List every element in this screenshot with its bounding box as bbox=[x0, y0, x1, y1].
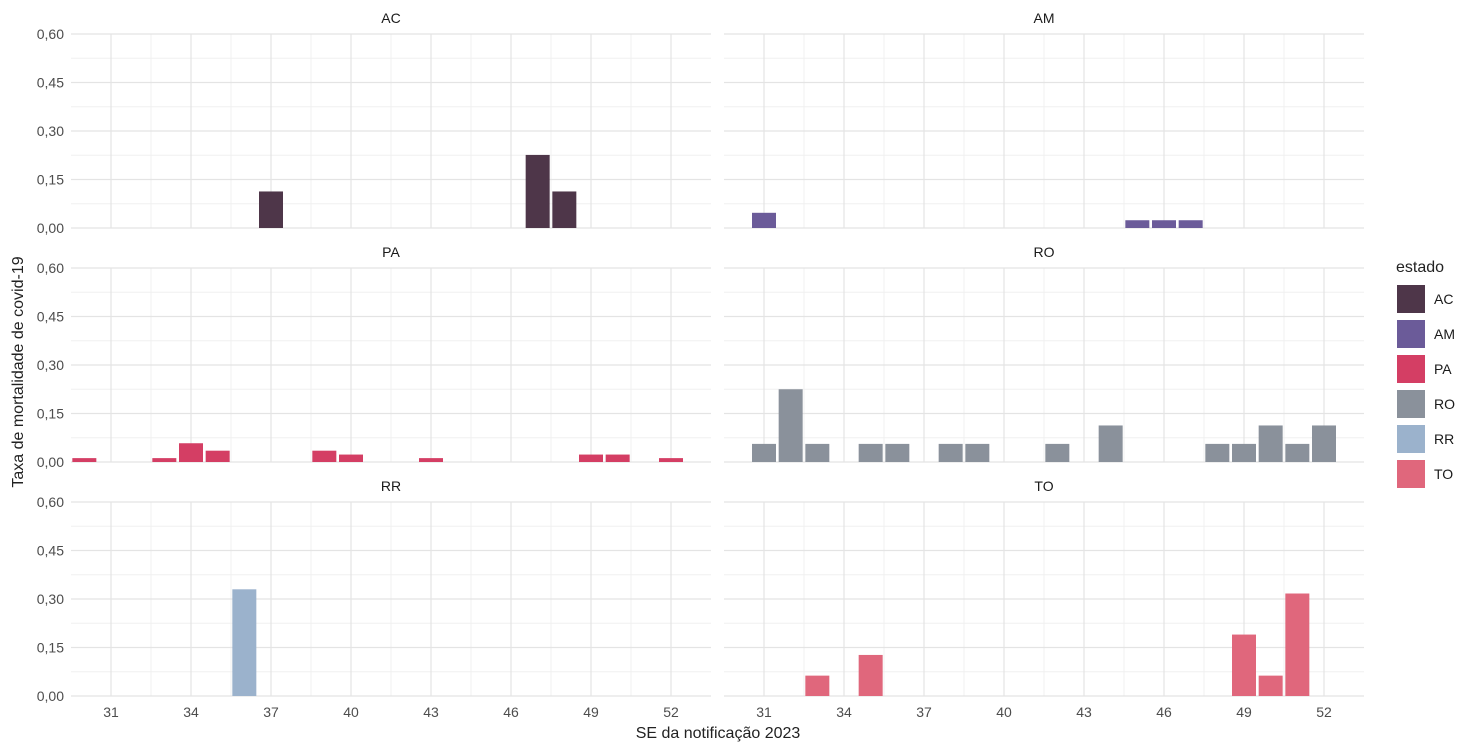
bar-ro-se36 bbox=[885, 443, 910, 462]
x-tick-label: 49 bbox=[1236, 704, 1252, 720]
facet-panel-ro: RO bbox=[724, 244, 1364, 463]
y-tick-label: 0,30 bbox=[37, 591, 64, 607]
legend-label-pa: PA bbox=[1434, 361, 1452, 377]
bar-ro-se44 bbox=[1098, 425, 1123, 462]
y-tick-label: 0,60 bbox=[37, 260, 64, 276]
bar-ro-se38 bbox=[938, 443, 963, 462]
bar-ro-se51 bbox=[1285, 443, 1310, 462]
y-tick-label: 0,45 bbox=[37, 309, 64, 325]
x-tick-label: 37 bbox=[916, 704, 932, 720]
facet-title: AC bbox=[381, 10, 400, 26]
bar-pa-se52 bbox=[659, 458, 683, 462]
facet-panel-to: TO 31 34 37 40 43 46 49 52 bbox=[724, 478, 1364, 720]
facet-title: RR bbox=[381, 478, 401, 494]
y-tick-label: 0,60 bbox=[37, 26, 64, 42]
legend-key-am bbox=[1397, 320, 1425, 348]
x-tick-label: 34 bbox=[836, 704, 852, 720]
y-tick-label: 0,60 bbox=[37, 494, 64, 510]
legend-label-ac: AC bbox=[1434, 291, 1453, 307]
facet-title: AM bbox=[1034, 10, 1055, 26]
legend-label-rr: RR bbox=[1434, 431, 1454, 447]
legend-key-rr bbox=[1397, 425, 1425, 453]
x-tick-label: 37 bbox=[263, 704, 279, 720]
legend-label-ro: RO bbox=[1434, 396, 1455, 412]
bar-ro-se39 bbox=[965, 443, 990, 462]
bar-am-se31 bbox=[752, 212, 776, 228]
x-tick-label: 49 bbox=[583, 704, 599, 720]
bar-ro-se32 bbox=[778, 389, 803, 462]
bar-rr-se36 bbox=[232, 589, 257, 696]
bar-ro-se31 bbox=[752, 443, 776, 462]
bar-to-se49 bbox=[1232, 634, 1256, 696]
y-tick-label: 0,30 bbox=[37, 123, 64, 139]
facet-panel-pa: PA 0,00 0,15 0,30 0,45 0,60 bbox=[37, 244, 711, 470]
y-tick-label: 0,00 bbox=[37, 688, 64, 704]
x-tick-label: 46 bbox=[1156, 704, 1172, 720]
bar-ac-se48 bbox=[552, 191, 577, 228]
y-axis-title: Taxa de mortalidade de covid-19 bbox=[10, 256, 27, 487]
bar-pa-se35 bbox=[205, 450, 230, 462]
bar-ro-se42 bbox=[1045, 443, 1070, 462]
bar-ac-se37 bbox=[259, 191, 283, 228]
bar-ro-se52 bbox=[1312, 425, 1336, 462]
facet-title: RO bbox=[1034, 244, 1055, 260]
x-tick-label: 40 bbox=[343, 704, 359, 720]
y-tick-label: 0,45 bbox=[37, 75, 64, 91]
x-axis-title: SE da notificação 2023 bbox=[636, 725, 801, 742]
bar-ac-se47 bbox=[525, 154, 550, 228]
bar-to-se51 bbox=[1285, 593, 1310, 696]
bar-to-se33 bbox=[805, 675, 830, 696]
facet-panel-rr: RR 0,00 0,15 0,30 0,45 0,60 31 34 37 40 43 46 49 52 bbox=[37, 478, 711, 720]
bar-am-se45 bbox=[1125, 220, 1150, 228]
facet-panel-ac: AC 0,00 0,15 0,30 0,45 0,60 bbox=[37, 10, 711, 236]
bar-am-se47 bbox=[1178, 220, 1203, 228]
y-tick-label: 0,15 bbox=[37, 640, 64, 656]
legend-title: estado bbox=[1396, 259, 1444, 276]
bar-pa-se50 bbox=[605, 454, 630, 462]
legend-label-to: TO bbox=[1434, 466, 1453, 482]
y-tick-label: 0,15 bbox=[37, 172, 64, 188]
legend-key-ac bbox=[1397, 285, 1425, 313]
bar-ro-se49 bbox=[1232, 443, 1256, 462]
bar-pa-se33 bbox=[152, 458, 177, 462]
legend-key-to bbox=[1397, 460, 1425, 488]
facet-title: TO bbox=[1034, 478, 1053, 494]
y-tick-label: 0,00 bbox=[37, 454, 64, 470]
legend-key-pa bbox=[1397, 355, 1425, 383]
x-tick-label: 31 bbox=[756, 704, 772, 720]
x-tick-label: 31 bbox=[103, 704, 119, 720]
bar-pa-se49 bbox=[579, 454, 603, 462]
x-tick-label: 52 bbox=[663, 704, 679, 720]
bar-ro-se50 bbox=[1258, 425, 1283, 462]
x-tick-label: 43 bbox=[1076, 704, 1092, 720]
x-tick-label: 52 bbox=[1316, 704, 1332, 720]
bar-to-se35 bbox=[858, 654, 883, 696]
x-tick-label: 34 bbox=[183, 704, 199, 720]
bar-pa-se34 bbox=[179, 443, 203, 462]
bar-pa-se30 bbox=[72, 458, 97, 462]
y-tick-label: 0,15 bbox=[37, 406, 64, 422]
bar-ro-se33 bbox=[805, 443, 830, 462]
bar-pa-se43 bbox=[419, 458, 443, 462]
y-tick-label: 0,30 bbox=[37, 357, 64, 373]
y-tick-label: 0,45 bbox=[37, 543, 64, 559]
legend-key-ro bbox=[1397, 390, 1425, 418]
x-tick-label: 46 bbox=[503, 704, 519, 720]
facet-panel-am: AM bbox=[724, 10, 1364, 229]
bar-ro-se35 bbox=[858, 443, 883, 462]
bar-pa-se40 bbox=[339, 454, 363, 462]
legend-label-am: AM bbox=[1434, 326, 1455, 342]
bar-pa-se39 bbox=[312, 450, 337, 462]
x-tick-label: 43 bbox=[423, 704, 439, 720]
bar-am-se46 bbox=[1152, 220, 1176, 228]
x-tick-label: 40 bbox=[996, 704, 1012, 720]
bar-to-se50 bbox=[1258, 675, 1283, 696]
y-tick-label: 0,00 bbox=[37, 220, 64, 236]
bar-ro-se48 bbox=[1205, 443, 1230, 462]
facet-title: PA bbox=[382, 244, 400, 260]
